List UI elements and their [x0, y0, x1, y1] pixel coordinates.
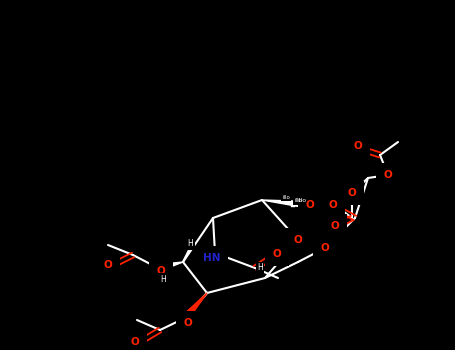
- Text: O: O: [273, 249, 281, 259]
- Text: illo: illo: [282, 195, 290, 200]
- Text: O: O: [354, 141, 362, 151]
- Text: O: O: [293, 235, 303, 245]
- Text: O: O: [157, 266, 165, 276]
- Polygon shape: [157, 262, 183, 271]
- Text: O: O: [104, 260, 112, 270]
- Polygon shape: [262, 200, 310, 209]
- Text: illo: illo: [298, 197, 307, 203]
- Text: H: H: [160, 275, 166, 285]
- Text: HN: HN: [203, 253, 221, 263]
- Text: O: O: [131, 337, 139, 347]
- Text: O: O: [384, 170, 392, 180]
- Polygon shape: [182, 293, 207, 320]
- Text: O: O: [329, 200, 337, 210]
- Text: H: H: [257, 264, 263, 273]
- Text: O: O: [306, 200, 314, 210]
- Text: O: O: [331, 221, 339, 231]
- Text: O: O: [184, 318, 192, 328]
- Text: O: O: [321, 243, 329, 253]
- Text: O: O: [348, 188, 356, 198]
- Text: H: H: [187, 238, 193, 247]
- Text: illo: illo: [294, 198, 302, 203]
